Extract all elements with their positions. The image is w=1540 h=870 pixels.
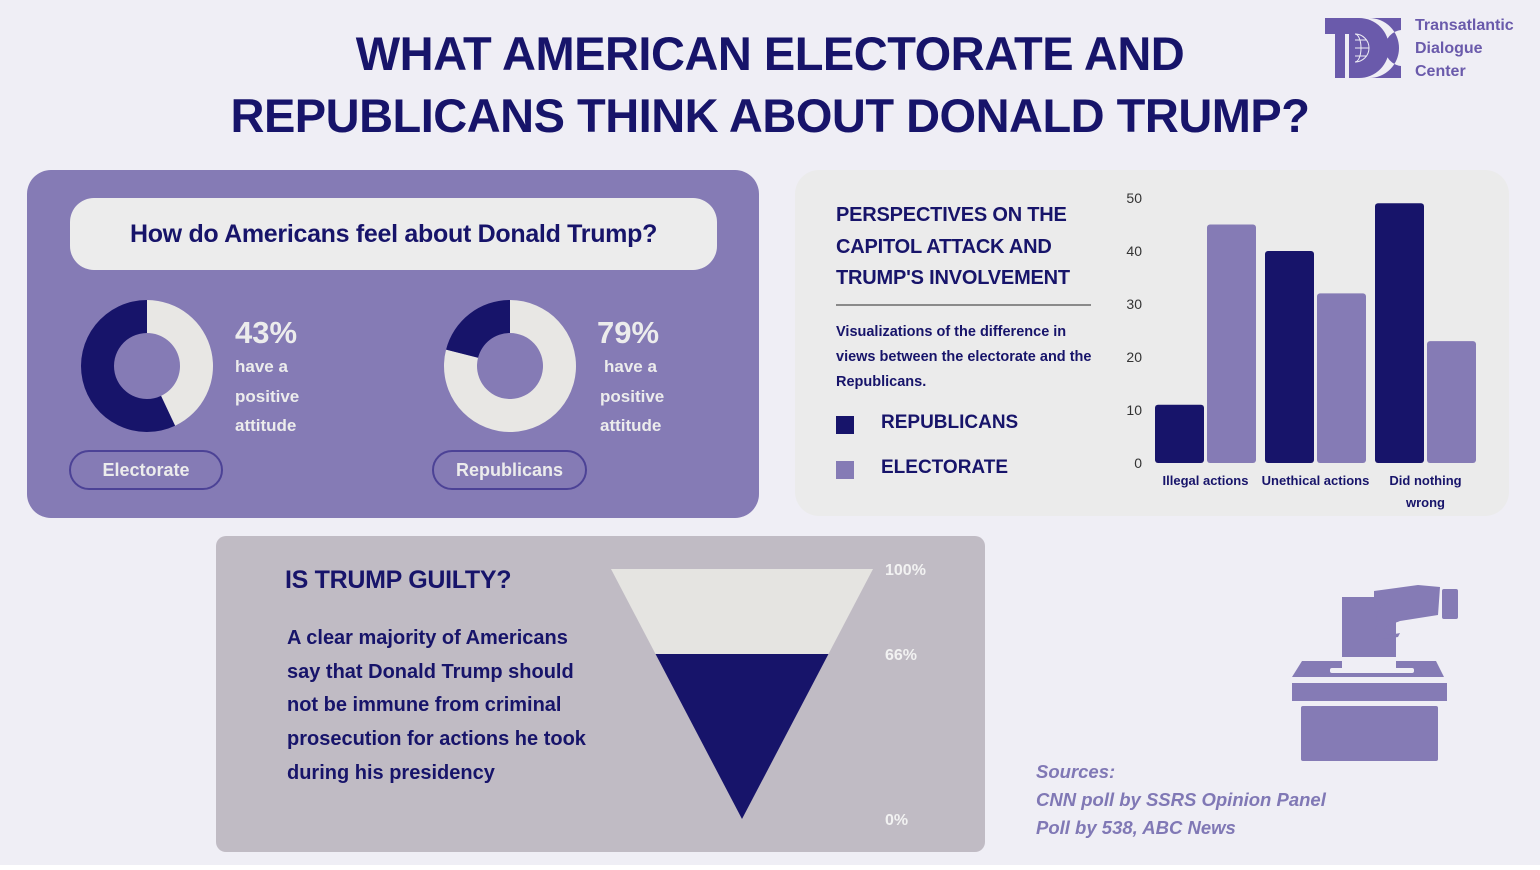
logo-line: Transatlantic — [1415, 17, 1514, 34]
caption-line: attitude — [235, 416, 297, 435]
main-title-line-1: WHAT AMERICAN ELECTORATE AND — [355, 27, 1185, 80]
electorate-label-pill: Electorate — [69, 450, 223, 490]
caption-line: positive — [235, 386, 300, 406]
funnel-level-label: 0% — [885, 812, 908, 829]
donut-slice-positive — [444, 300, 576, 432]
title-line: TRUMP'S INVOLVEMENT — [836, 267, 1070, 289]
caption-line: have a — [604, 357, 657, 376]
y-tick-label: 40 — [1126, 243, 1142, 259]
republicans-percent: 79% — [597, 315, 660, 350]
capitol-attack-card: PERSPECTIVES ON THE CAPITOL ATTACK AND T… — [795, 170, 1509, 516]
electorate-caption: have a positive attitude — [235, 352, 299, 441]
logo-line: Dialogue — [1415, 40, 1483, 57]
legend-label-electorate: ELECTORATE — [881, 457, 1009, 478]
caption-line: attitude — [600, 416, 662, 435]
donut-slice-positive — [147, 300, 214, 426]
y-tick-label: 30 — [1126, 296, 1142, 312]
x-tick-label: Illegal actions — [1163, 473, 1249, 488]
bar-republicans-2 — [1375, 203, 1424, 464]
bar-electorate-2 — [1427, 341, 1476, 463]
republicans-donut-chart — [444, 300, 576, 432]
guilty-title: IS TRUMP GUILTY? — [285, 566, 512, 594]
logo: Transatlantic Dialogue Center — [1325, 14, 1535, 84]
attitude-card: How do Americans feel about Donald Trump… — [27, 170, 759, 518]
source-item: CNN poll by SSRS Opinion Panel — [1036, 789, 1326, 810]
electorate-percent: 43% — [235, 315, 298, 350]
x-tick-label: wrong — [1405, 495, 1445, 510]
funnel-upper-segment — [611, 569, 873, 654]
republicans-caption: have a positive attitude — [600, 352, 664, 441]
attitude-question: How do Americans feel about Donald Trump… — [70, 198, 717, 270]
funnel-level-label: 100% — [885, 562, 926, 579]
caption-line: positive — [600, 386, 665, 406]
funnel-level-label: 66% — [885, 647, 917, 664]
capitol-bar-chart: 0 10 20 30 40 50 Illegal actions Unethical acti… — [1126, 190, 1476, 510]
bar-republicans-1 — [1265, 251, 1314, 463]
donut-slice-other — [446, 300, 510, 358]
bar-republicans-0 — [1155, 404, 1204, 463]
caption-line: have a — [235, 357, 288, 376]
guilty-card: IS TRUMP GUILTY? A clear majority of Ame… — [216, 536, 985, 852]
sources: Sources: CNN poll by SSRS Opinion Panel … — [1036, 758, 1326, 842]
ballot-box-icon — [1292, 585, 1458, 761]
capitol-description: Visualizations of the difference in view… — [836, 324, 1092, 390]
bar-electorate-0 — [1207, 224, 1256, 463]
sources-heading: Sources: — [1036, 761, 1116, 782]
x-tick-label: Unethical actions — [1262, 473, 1370, 488]
x-tick-label: Did nothing — [1389, 473, 1461, 488]
legend-swatch-republicans — [836, 416, 854, 434]
main-title-line-2: REPUBLICANS THINK ABOUT DONALD TRUMP? — [230, 89, 1310, 142]
logo-line: Center — [1415, 63, 1466, 80]
electorate-donut-chart — [81, 300, 214, 432]
y-tick-label: 50 — [1126, 190, 1142, 206]
republicans-label-pill: Republicans — [432, 450, 587, 490]
tdc-globe-logo-icon — [1325, 18, 1401, 78]
guilty-funnel-chart: 100% 66% 0% — [611, 562, 926, 829]
bar-electorate-1 — [1317, 293, 1366, 463]
funnel-lower-segment — [655, 654, 829, 819]
y-tick-label: 0 — [1134, 455, 1142, 471]
guilty-body: A clear majority of Americans say that D… — [287, 627, 586, 784]
legend-label-republicans: REPUBLICANS — [881, 412, 1019, 433]
legend-swatch-electorate — [836, 461, 854, 479]
title-line: PERSPECTIVES ON THE — [836, 204, 1067, 226]
divider — [836, 304, 1091, 306]
donut-slice-other — [81, 300, 176, 432]
source-item: Poll by 538, ABC News — [1036, 817, 1236, 838]
y-tick-label: 10 — [1126, 402, 1142, 418]
logo-text: Transatlantic Dialogue Center — [1415, 14, 1514, 83]
capitol-title: PERSPECTIVES ON THE CAPITOL ATTACK AND T… — [836, 200, 1070, 295]
title-line: CAPITOL ATTACK AND — [836, 235, 1052, 258]
y-tick-label: 20 — [1126, 349, 1142, 365]
